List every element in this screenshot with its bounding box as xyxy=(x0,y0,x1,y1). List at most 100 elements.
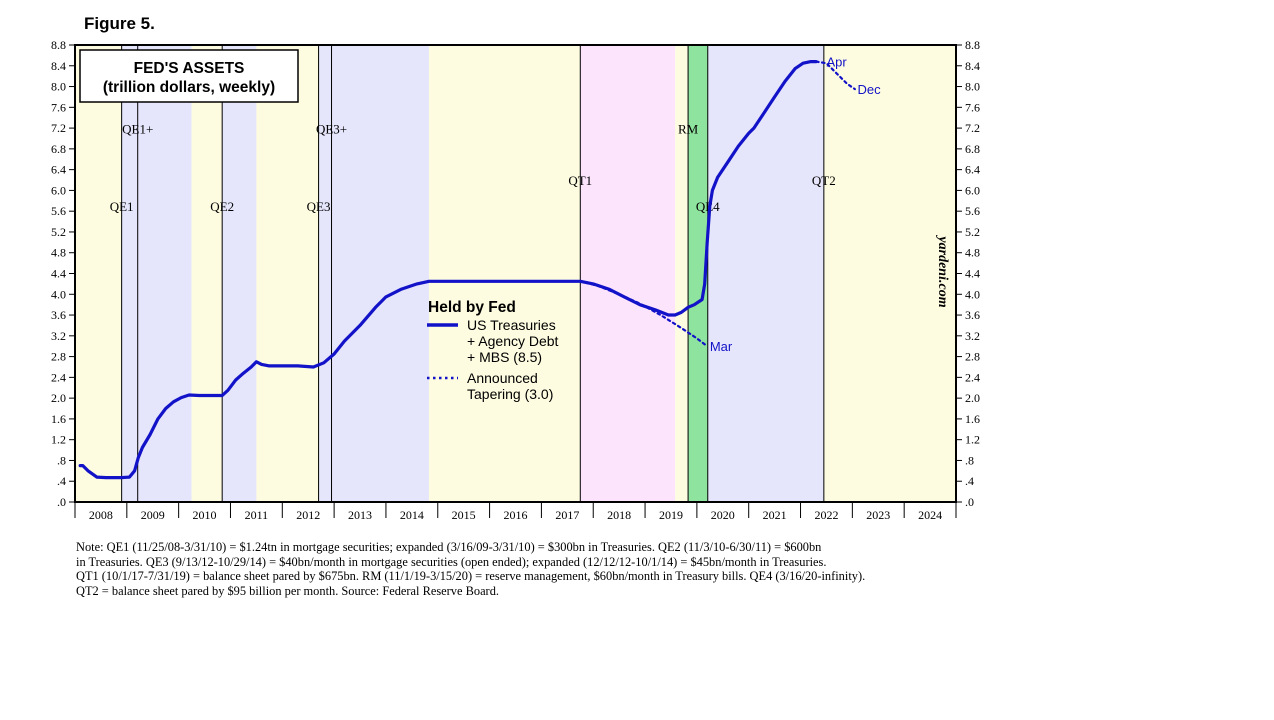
event-label: QE3+ xyxy=(316,121,347,136)
y-tick-label-left: 8.8 xyxy=(51,38,66,52)
y-tick-label-right: 2.0 xyxy=(965,391,980,405)
y-tick-label-right: 5.2 xyxy=(965,225,980,239)
y-tick-label-left: .4 xyxy=(57,474,66,488)
y-tick-label-right: 2.4 xyxy=(965,370,980,384)
band-yellow xyxy=(823,45,956,502)
y-tick-label-right: 7.6 xyxy=(965,100,980,114)
y-tick-label-right: .0 xyxy=(965,495,974,509)
band-yellow xyxy=(675,45,689,502)
y-tick-label-right: 8.4 xyxy=(965,59,980,73)
y-tick-label-left: 6.8 xyxy=(51,142,66,156)
band-green xyxy=(688,45,708,502)
event-label: RM xyxy=(678,121,699,136)
event-label: QE1+ xyxy=(122,121,153,136)
y-axis-left: .0 .4 .8 1.2 1.6 2.0 2.4 2.8 3.2 3.6 4.0 4.4 4.8 5.2 5… xyxy=(51,38,75,509)
y-tick-label-right: 1.6 xyxy=(965,412,980,426)
y-tick-label-right: 4.8 xyxy=(965,246,980,260)
annotation-label: Apr xyxy=(826,55,847,70)
band-yellow xyxy=(75,45,122,502)
event-lines: QE1 QE1+ QE2 QE3 QE3+ QT1 RM QE4 QT2 xyxy=(110,45,836,502)
x-tick-label: 2010 xyxy=(193,508,217,522)
series-line-tapering-1 xyxy=(579,280,709,348)
x-tick-label: 2016 xyxy=(504,508,528,522)
y-tick-label-right: 6.0 xyxy=(965,183,980,197)
y-tick-label-right: 4.4 xyxy=(965,267,980,281)
footnote-line: in Treasuries. QE3 (9/13/12-10/29/14) = … xyxy=(76,554,827,569)
y-tick-label-right: 1.2 xyxy=(965,433,980,447)
chart-subtitle: (trillion dollars, weekly) xyxy=(103,79,275,96)
annotation-label: Dec xyxy=(858,82,882,97)
event-label: QE3 xyxy=(307,199,331,214)
event-label: QE1 xyxy=(110,199,134,214)
y-tick-label-left: 7.2 xyxy=(51,121,66,135)
y-tick-label-left: 1.2 xyxy=(51,433,66,447)
y-tick-label-left: 8.4 xyxy=(51,59,66,73)
y-tick-label-left: 3.6 xyxy=(51,308,66,322)
band-pink xyxy=(580,45,676,502)
y-tick-label-left: 4.4 xyxy=(51,267,66,281)
x-tick-label: 2012 xyxy=(296,508,320,522)
y-tick-label-right: 5.6 xyxy=(965,204,980,218)
event-label: QE2 xyxy=(210,199,234,214)
y-tick-label-left: 5.6 xyxy=(51,204,66,218)
legend-item-1-line-3: + MBS (8.5) xyxy=(467,349,542,365)
y-axis-right: .0 .4 .8 1.2 1.6 2.0 2.4 2.8 3.2 3.6 4.0 4.4 4.8 5.2 5… xyxy=(956,38,980,509)
band-yellow xyxy=(428,45,581,502)
footnote: Note: QE1 (11/25/08-3/31/10) = $1.24tn i… xyxy=(76,540,1026,598)
band-yellow xyxy=(256,45,319,502)
footnote-line: QT2 = balance sheet pared by $95 billion… xyxy=(76,583,499,598)
footnote-line: Note: QE1 (11/25/08-3/31/10) = $1.24tn i… xyxy=(76,540,822,554)
y-tick-label-left: 3.2 xyxy=(51,329,66,343)
band-blue xyxy=(707,45,824,502)
y-tick-label-right: 8.8 xyxy=(965,38,980,52)
annotations: Apr Dec Mar xyxy=(710,55,881,355)
legend-item-2-line-2: Tapering (3.0) xyxy=(467,386,553,402)
event-label: QE4 xyxy=(696,199,720,214)
y-tick-label-left: 6.4 xyxy=(51,163,66,177)
series-line-tapering-2 xyxy=(814,60,857,91)
legend-title: Held by Fed xyxy=(428,299,516,316)
event-label: QT1 xyxy=(568,173,592,188)
legend-item-2-line-1: Announced xyxy=(467,370,538,386)
band-blue xyxy=(121,45,192,502)
x-tick-label: 2009 xyxy=(141,508,165,522)
x-axis: 2008 2009 2010 2011 2012 2013 2014 2015 2016 2017… xyxy=(74,502,957,522)
x-tick-label: 2015 xyxy=(452,508,476,522)
legend-item-1-line-1: US Treasuries xyxy=(467,317,556,333)
y-tick-label-left: .8 xyxy=(57,453,66,467)
watermark: yardeni.com xyxy=(935,234,950,307)
y-tick-label-left: 5.2 xyxy=(51,225,66,239)
title-box: FED'S ASSETS (trillion dollars, weekly) xyxy=(79,49,299,103)
x-tick-label: 2011 xyxy=(245,508,269,522)
x-tick-label: 2013 xyxy=(348,508,372,522)
band-blue xyxy=(318,45,429,502)
y-tick-label-right: 3.6 xyxy=(965,308,980,322)
y-tick-label-left: 7.6 xyxy=(51,100,66,114)
y-tick-label-right: 3.2 xyxy=(965,329,980,343)
legend: Held by Fed US Treasuries + Agency Debt … xyxy=(427,299,559,402)
y-tick-label-right: 6.4 xyxy=(965,163,980,177)
event-label: QT2 xyxy=(812,173,836,188)
y-tick-label-left: 8.0 xyxy=(51,80,66,94)
y-tick-label-left: .0 xyxy=(57,495,66,509)
fed-assets-chart: QE1 QE1+ QE2 QE3 QE3+ QT1 RM QE4 QT2 .0 .4 .8 1.2 1.… xyxy=(51,38,980,522)
x-tick-label: 2017 xyxy=(555,508,579,522)
x-tick-label: 2024 xyxy=(918,508,942,522)
program-bands xyxy=(75,45,956,502)
y-tick-label-left: 1.6 xyxy=(51,412,66,426)
x-tick-label: 2020 xyxy=(711,508,735,522)
legend-item-1-line-2: + Agency Debt xyxy=(467,333,559,349)
footnote-line: QT1 (10/1/17-7/31/19) = balance sheet pa… xyxy=(76,569,866,584)
x-tick-label: 2022 xyxy=(814,508,838,522)
y-tick-label-left: 2.0 xyxy=(51,391,66,405)
x-tick-label: 2008 xyxy=(89,508,113,522)
y-tick-label-left: 2.4 xyxy=(51,370,66,384)
y-tick-label-left: 4.0 xyxy=(51,287,66,301)
x-tick-label: 2023 xyxy=(866,508,890,522)
y-tick-label-left: 2.8 xyxy=(51,350,66,364)
band-yellow xyxy=(191,45,223,502)
annotation-label: Mar xyxy=(710,339,733,354)
y-tick-label-left: 6.0 xyxy=(51,183,66,197)
chart-title: FED'S ASSETS xyxy=(134,60,245,77)
y-tick-label-right: .8 xyxy=(965,453,974,467)
